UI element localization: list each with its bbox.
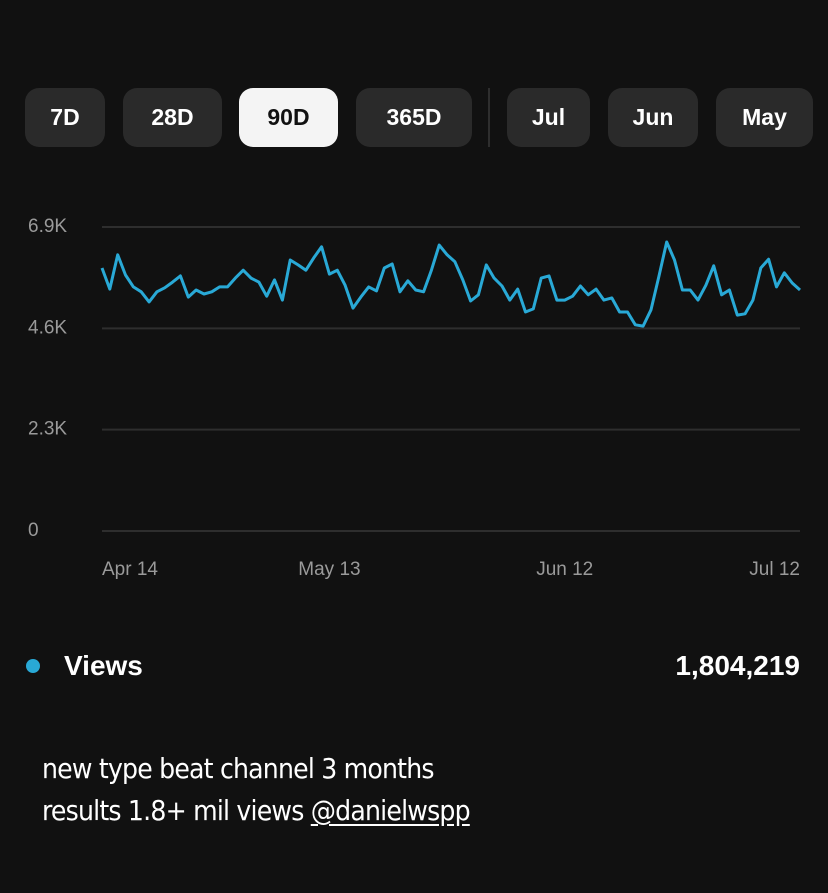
series-line [100, 240, 802, 328]
mention-link[interactable]: @danielwspp [310, 794, 471, 827]
period-tab[interactable]: Jun [608, 88, 698, 147]
total-views: 1,804,219 [675, 650, 800, 681]
caption-line: new type beat channel 3 months [42, 752, 435, 785]
y-tick-label: 6.9K [28, 216, 67, 237]
y-tick-label: 4.6K [28, 317, 67, 338]
tab-divider [488, 88, 490, 147]
x-tick-label: Jun 12 [536, 559, 593, 580]
period-tab[interactable]: May [716, 88, 813, 147]
period-tab[interactable]: Jul [507, 88, 590, 147]
caption-line: results 1.8+ mil views @danielwspp [42, 794, 471, 827]
legend-label: Views [64, 650, 143, 681]
period-tab[interactable]: 365D [356, 88, 472, 147]
y-tick-label: 2.3K [28, 419, 67, 440]
x-tick-label: Jul 12 [749, 559, 800, 580]
period-tab[interactable]: 90D [239, 88, 338, 147]
legend-marker [26, 659, 40, 673]
period-tab[interactable]: 28D [123, 88, 222, 147]
period-tab[interactable]: 7D [25, 88, 105, 147]
x-tick-label: May 13 [298, 559, 360, 580]
y-tick-label: 0 [28, 520, 39, 541]
x-tick-label: Apr 14 [102, 559, 158, 580]
caption-text: results 1.8+ mil views [42, 794, 304, 827]
chart: 0 2.3K 4.6K 6.9K Apr 14 May 13 Jun 12 Jul 12 [28, 216, 802, 580]
